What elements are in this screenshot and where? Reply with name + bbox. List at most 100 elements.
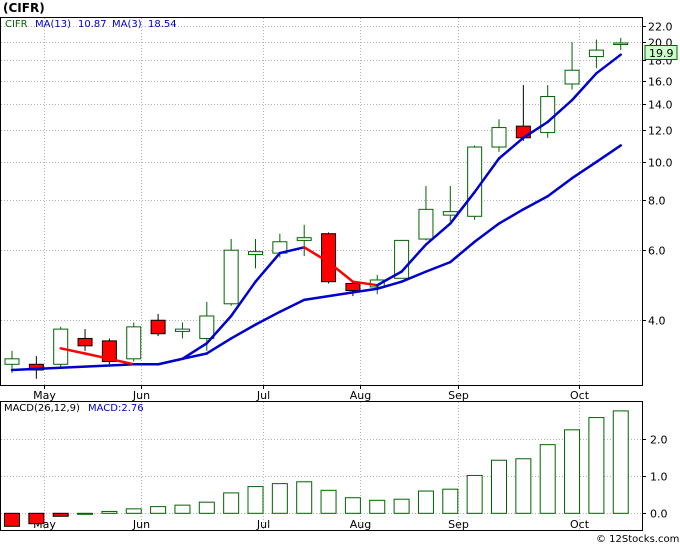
candle-up (491, 119, 507, 152)
candle-up (613, 37, 629, 51)
ma13-line-segment (327, 291, 355, 298)
ma3-line-segment (108, 357, 135, 366)
macd-bar (4, 512, 20, 527)
price-y-tick-label: 14.0 (648, 99, 673, 112)
price-x-tick-label: Jun (132, 389, 150, 402)
ma13-line-segment (229, 323, 257, 340)
macd-y-tick-label: 2.0 (650, 434, 668, 447)
macd-x-tick-label: Aug (350, 518, 371, 531)
macd-bar (320, 489, 337, 514)
macd-bar (198, 501, 215, 514)
price-x-tick-label: Aug (350, 389, 371, 402)
ma3-line-segment (181, 342, 209, 361)
candle-up (418, 185, 434, 241)
ma13-line-segment (570, 160, 598, 180)
ma13-line-segment (351, 287, 379, 294)
macd-bar (466, 474, 483, 514)
ma3-line-segment (302, 246, 330, 264)
ma3-line-segment (546, 98, 574, 124)
candle-body (540, 96, 556, 134)
ma13-line-segment (595, 144, 622, 164)
candle-up (174, 322, 190, 339)
legend-ma13-label: MA(13) (35, 19, 71, 30)
price-y-tick-label: 10.0 (648, 157, 673, 170)
ma13-line-segment (376, 280, 403, 291)
ma13-line-segment (424, 260, 452, 273)
macd-bar (28, 512, 45, 525)
macd-bar (515, 458, 532, 514)
price-y-tick-label: 22.0 (648, 21, 673, 34)
ma13-line-segment (278, 298, 306, 314)
candle-body (174, 328, 190, 332)
macd-bar (223, 492, 240, 514)
macd-value-label: MACD:2.76 (88, 403, 144, 414)
macd-bar (174, 504, 191, 514)
candle-body (296, 237, 312, 241)
candle-body (248, 251, 263, 256)
ma13-line-segment (473, 222, 501, 244)
candle-body (418, 208, 434, 240)
candle-down (77, 329, 93, 351)
last-price-badge-text: 19.9 (649, 47, 674, 60)
ma3-line-segment (522, 120, 549, 140)
macd-bar (52, 512, 69, 517)
macd-x-axis: May Jun Jul Aug Sep Oct (33, 518, 590, 531)
ma13-line-segment (546, 176, 574, 198)
ma13-line-segment (254, 310, 282, 326)
ma13-line-segment (10, 363, 135, 372)
candle-body (345, 282, 361, 292)
candle-body (564, 69, 580, 85)
ma3-line-segment (595, 53, 622, 75)
price-y-tick-label: 16.0 (648, 76, 673, 89)
legend-symbol: CIFR (5, 19, 28, 30)
candle-up (53, 326, 69, 368)
macd-bar (296, 481, 313, 514)
candle-body (613, 42, 629, 46)
macd-bar (271, 483, 288, 514)
ma3-line-segment (59, 347, 87, 355)
candlesticks (4, 37, 629, 379)
ticker-title: (CIFR) (3, 1, 45, 15)
legend-ma3-value: 18.54 (148, 19, 177, 30)
ma3-line-segment (570, 72, 598, 102)
candle-body (491, 127, 507, 148)
macd-bar (417, 490, 434, 514)
macd-bar (369, 499, 386, 514)
price-x-tick-label: Sep (448, 389, 469, 402)
legend-ma3-label: MA(3) (112, 19, 142, 30)
macd-x-tick-label: Oct (570, 518, 590, 531)
candle-body (126, 326, 142, 360)
ma13-line-segment (181, 352, 209, 361)
macd-y-tick-label: 1.0 (650, 471, 668, 484)
candle-up (296, 224, 312, 257)
last-price-badge-box (644, 45, 678, 60)
macd-bar (539, 444, 556, 514)
candle-up (248, 239, 263, 269)
price-panel-frame (0, 17, 643, 386)
price-x-axis: May Jun Jul Aug Sep Oct (33, 385, 590, 402)
macd-bar (393, 498, 410, 514)
macd-histogram (4, 410, 629, 527)
ma3-line-segment (400, 243, 428, 273)
candle-body (467, 146, 483, 217)
candle-body (77, 337, 93, 347)
candle-body (4, 358, 20, 365)
macd-x-tick-label: Jun (132, 518, 150, 531)
macd-bar (588, 417, 605, 514)
price-y-tick-label: 6.0 (648, 245, 666, 258)
watermark: © 12Stocks.com (596, 534, 679, 545)
candle-down (150, 313, 166, 337)
candle-body (442, 211, 458, 216)
legend-ma13-value: 10.87 (78, 19, 107, 30)
macd-bar (564, 429, 581, 514)
ma13-line-segment (400, 270, 428, 283)
macd-bar (77, 512, 94, 515)
candle-up (467, 145, 483, 220)
candle-up (126, 322, 142, 362)
ma13-line-segment (449, 240, 476, 264)
ma13-line-segment (205, 337, 233, 355)
ma3-line-segment (497, 136, 525, 160)
ma3-line-segment (327, 260, 355, 283)
candle-up (223, 239, 239, 306)
